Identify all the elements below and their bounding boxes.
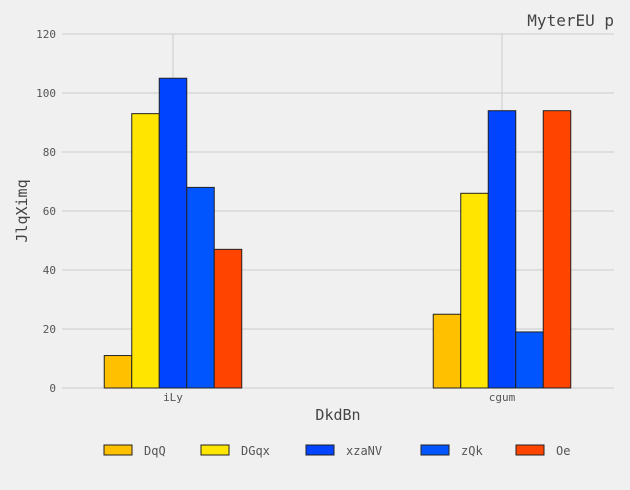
x-axis-label: DkdBn	[315, 406, 360, 424]
legend-item-Oe: Oe	[515, 444, 570, 458]
bar-DqQ-iLy	[103, 355, 133, 389]
legend-item-xzaNV: xzaNV	[305, 444, 382, 458]
legend-label: zQk	[461, 444, 483, 458]
legend-swatch	[305, 444, 335, 456]
legend-label: DqQ	[144, 444, 166, 458]
legend-label: DGqx	[241, 444, 270, 458]
legend-label: Oe	[556, 444, 570, 458]
legend-label: xzaNV	[346, 444, 382, 458]
legend: DqQ DGqx xzaNV zQk Oe	[103, 444, 570, 458]
bar-xzaNV-iLy	[158, 77, 188, 389]
y-tick-label: 120	[36, 28, 56, 41]
y-tick-label: 60	[43, 205, 56, 218]
x-tick-labels: iLy cgum	[163, 391, 516, 404]
legend-item-DqQ: DqQ	[103, 444, 166, 458]
legend-item-zQk: zQk	[420, 444, 483, 458]
x-tick-label: iLy	[163, 391, 183, 404]
chart-title: MyterEU p	[527, 11, 614, 30]
bar-DGqx-iLy	[131, 113, 160, 389]
bar-Oe-iLy	[213, 248, 243, 389]
bar-DqQ-cgum	[432, 313, 462, 389]
bar-zQk-iLy	[186, 186, 215, 389]
y-tick-label: 40	[43, 264, 56, 277]
legend-item-DGqx: DGqx	[200, 444, 270, 458]
legend-swatch	[515, 444, 545, 456]
bar-DGqx-cgum	[460, 192, 489, 389]
bar-Oe-cgum	[542, 110, 572, 389]
x-tick-label: cgum	[489, 391, 516, 404]
y-tick-label: 20	[43, 323, 56, 336]
y-tick-label: 0	[49, 382, 56, 395]
legend-swatch	[200, 444, 230, 456]
y-tick-label: 80	[43, 146, 56, 159]
bar-xzaNV-cgum	[487, 110, 517, 389]
bar-zQk-cgum	[515, 331, 544, 389]
legend-swatch	[420, 444, 450, 456]
bars	[103, 77, 572, 389]
legend-swatch	[103, 444, 133, 456]
y-tick-labels: 0 20 40 60 80 100 120	[36, 28, 56, 395]
y-axis-label: JlqXimq	[13, 179, 31, 242]
y-tick-label: 100	[36, 87, 56, 100]
